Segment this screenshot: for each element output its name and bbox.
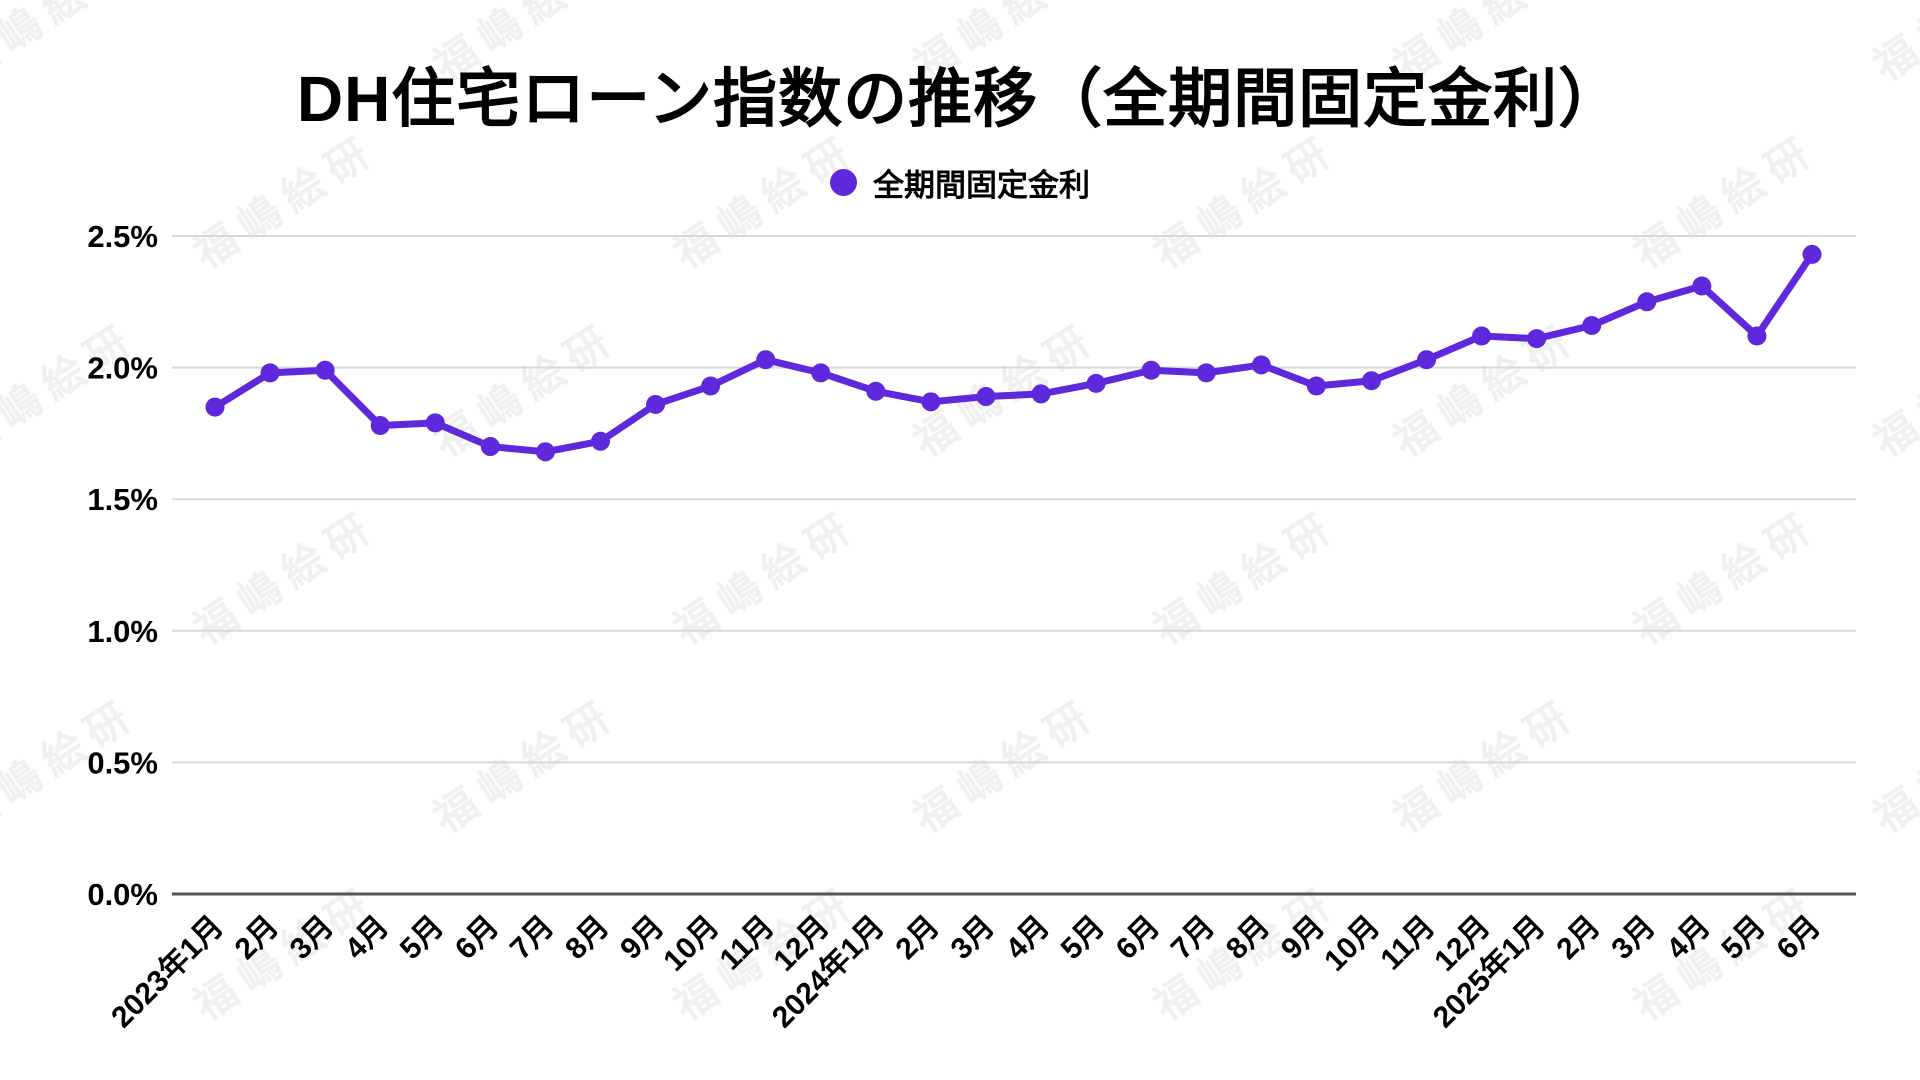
data-point — [425, 413, 445, 433]
data-point — [1251, 355, 1271, 375]
x-tick-label: 6月 — [1771, 910, 1827, 966]
data-point — [1306, 376, 1326, 396]
data-point — [756, 350, 776, 370]
x-tick-label: 5月 — [394, 910, 450, 966]
series-line — [211, 250, 1816, 456]
data-point — [1141, 360, 1161, 380]
y-tick-label: 1.5% — [87, 482, 158, 517]
x-tick-label: 4月 — [339, 910, 395, 966]
data-point — [811, 363, 831, 383]
chart-title: DH住宅ローン指数の推移（全期間固定金利） — [296, 63, 1624, 135]
data-point — [535, 442, 555, 462]
data-point — [590, 431, 610, 451]
data-point — [701, 376, 721, 396]
data-point — [1196, 363, 1216, 383]
data-point — [315, 360, 335, 380]
data-point — [480, 437, 500, 457]
y-tick-label: 1.0% — [87, 614, 158, 649]
data-point — [1582, 315, 1602, 335]
legend: 全期間固定金利 — [0, 160, 1920, 205]
x-tick-label: 5月 — [1716, 910, 1772, 966]
x-tick-label: 4月 — [1660, 910, 1716, 966]
data-point — [1637, 292, 1657, 312]
data-point — [1417, 350, 1437, 370]
x-tick-label: 3月 — [284, 910, 340, 966]
data-point — [260, 363, 280, 383]
data-point — [921, 392, 941, 412]
y-tick-label: 0.5% — [87, 745, 158, 780]
x-tick-label: 2月 — [229, 910, 285, 966]
x-tick-label: 4月 — [1000, 910, 1056, 966]
data-point — [370, 416, 390, 436]
x-tick-label: 2023年1月 — [105, 910, 230, 1035]
data-point — [205, 397, 225, 417]
x-tick-label: 7月 — [504, 910, 560, 966]
x-tick-label: 2月 — [1550, 910, 1606, 966]
y-tick-label: 2.0% — [87, 351, 158, 386]
x-tick-label: 3月 — [945, 910, 1001, 966]
x-tick-label: 3月 — [1605, 910, 1661, 966]
y-tick-label: 2.5% — [87, 219, 158, 254]
x-tick-label: 2月 — [889, 910, 945, 966]
x-tick-label: 6月 — [1110, 910, 1166, 966]
x-tick-label: 11月 — [1374, 910, 1441, 977]
data-point — [1527, 329, 1547, 349]
x-tick-label: 11月 — [714, 910, 781, 977]
data-point — [1802, 244, 1822, 264]
data-point — [1086, 373, 1106, 393]
x-tick-label: 7月 — [1165, 910, 1221, 966]
x-tick-label: 8月 — [1220, 910, 1276, 966]
x-tick-label: 5月 — [1055, 910, 1111, 966]
legend-marker-icon — [830, 169, 857, 196]
data-point — [1747, 326, 1767, 346]
x-tick-label: 6月 — [449, 910, 505, 966]
data-point — [1692, 276, 1712, 296]
y-tick-label: 0.0% — [87, 877, 158, 912]
data-point — [976, 387, 996, 407]
data-point — [1472, 326, 1492, 346]
x-tick-label: 10月 — [1318, 910, 1386, 978]
data-point — [1361, 371, 1381, 391]
data-point — [1031, 384, 1051, 404]
data-point — [646, 394, 666, 414]
x-tick-label: 10月 — [657, 910, 725, 978]
legend-label: 全期間固定金利 — [873, 168, 1090, 203]
x-tick-label: 8月 — [559, 910, 615, 966]
data-point — [866, 381, 886, 401]
